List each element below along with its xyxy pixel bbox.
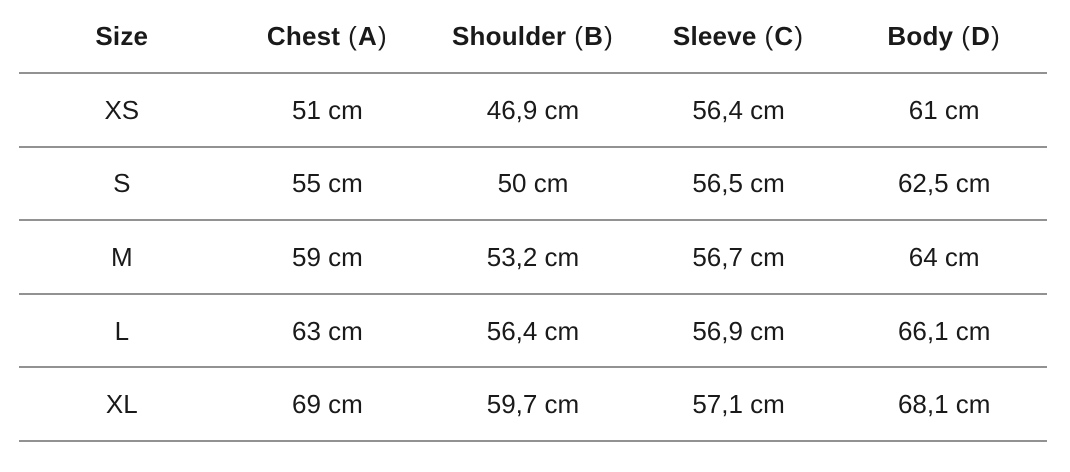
body-cell: 68,1 cm	[841, 367, 1047, 442]
sleeve-cell: 56,9 cm	[635, 293, 842, 369]
table-row-l: L 63 cm 56,4 cm 56,9 cm 66,1 cm	[19, 293, 1047, 369]
table-row-xs: XS 51 cm 46,9 cm 56,4 cm 61 cm	[19, 73, 1047, 148]
column-header-annotation: (C)	[764, 21, 805, 51]
chest-cell: 69 cm	[224, 367, 431, 442]
column-header-label: Size	[95, 21, 149, 51]
sleeve-cell: 56,4 cm	[635, 73, 842, 148]
open-paren: (	[961, 21, 971, 51]
column-header-annotation: (D)	[960, 21, 1001, 51]
sleeve-cell: 56,7 cm	[635, 220, 842, 295]
column-header-annotation: (A)	[347, 21, 388, 51]
column-header-shoulder: Shoulder (B)	[430, 0, 636, 74]
measure-letter: C	[774, 21, 794, 51]
body-cell: 62,5 cm	[841, 146, 1047, 222]
measure-letter: A	[358, 21, 377, 51]
close-paren: )	[604, 21, 613, 51]
size-guide-table: Size Chest (A) Shoulder (B) Sleeve (C) Body…	[19, 0, 1047, 442]
body-cell: 66,1 cm	[841, 293, 1047, 369]
column-header-sleeve: Sleeve (C)	[635, 0, 842, 74]
chest-cell: 51 cm	[224, 73, 431, 148]
shoulder-cell: 56,4 cm	[430, 293, 636, 369]
table-row-s: S 55 cm 50 cm 56,5 cm 62,5 cm	[19, 146, 1047, 222]
column-header-body: Body (D)	[841, 0, 1047, 74]
body-cell: 64 cm	[841, 220, 1047, 295]
column-header-label: Shoulder	[451, 21, 567, 51]
measure-letter: B	[584, 21, 604, 51]
shoulder-cell: 50 cm	[430, 146, 636, 222]
column-header-annotation: (B)	[573, 21, 614, 51]
column-header-label: Body	[887, 21, 954, 51]
size-cell: L	[19, 293, 225, 369]
body-cell: 61 cm	[841, 73, 1047, 148]
size-cell: S	[19, 146, 225, 222]
close-paren: )	[991, 21, 1000, 51]
column-header-label: Sleeve	[672, 21, 757, 51]
close-paren: )	[378, 21, 387, 51]
measure-letter: D	[971, 21, 991, 51]
close-paren: )	[794, 21, 804, 51]
sleeve-cell: 57,1 cm	[635, 367, 842, 442]
chest-cell: 63 cm	[224, 293, 431, 369]
table-row-m: M 59 cm 53,2 cm 56,7 cm 64 cm	[19, 220, 1047, 295]
size-cell: XL	[19, 367, 225, 442]
column-header-label: Chest	[266, 21, 341, 51]
shoulder-cell: 53,2 cm	[430, 220, 636, 295]
chest-cell: 59 cm	[224, 220, 431, 295]
open-paren: (	[348, 21, 358, 51]
open-paren: (	[574, 21, 584, 51]
column-header-size: Size	[19, 0, 225, 74]
table-row-xl: XL 69 cm 59,7 cm 57,1 cm 68,1 cm	[19, 367, 1047, 442]
shoulder-cell: 46,9 cm	[430, 73, 636, 148]
sleeve-cell: 56,5 cm	[635, 146, 842, 222]
size-guide: Size Chest (A) Shoulder (B) Sleeve (C) Body…	[19, 0, 1047, 442]
size-guide-header-row: Size Chest (A) Shoulder (B) Sleeve (C) Body…	[19, 0, 1047, 74]
column-header-chest: Chest (A)	[224, 0, 431, 74]
chest-cell: 55 cm	[224, 146, 431, 222]
open-paren: (	[764, 21, 774, 51]
size-cell: XS	[19, 73, 225, 148]
size-cell: M	[19, 220, 225, 295]
shoulder-cell: 59,7 cm	[430, 367, 636, 442]
